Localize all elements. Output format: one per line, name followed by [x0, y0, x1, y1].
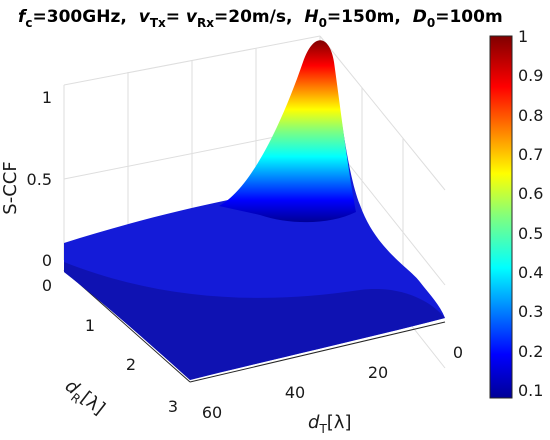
- s-ccf-surface: [64, 40, 445, 380]
- z-tick-label: 0: [42, 251, 52, 270]
- y-tick-label: 0: [42, 276, 52, 295]
- y-axis-label: dR[λ]: [59, 375, 109, 421]
- colorbar-tick-label: 0.3: [518, 302, 543, 321]
- colorbar-tick-label: 0.4: [518, 263, 543, 282]
- z-ticks: 0 0.5 1: [27, 88, 52, 270]
- z-tick-label: 0.5: [27, 170, 52, 189]
- colorbar: [489, 35, 513, 399]
- x-tick-label: 40: [285, 383, 305, 402]
- colorbar-tick-label: 0.2: [518, 342, 543, 361]
- surface-peak: [219, 40, 356, 223]
- y-tick-label: 3: [168, 397, 178, 416]
- y-tick-label: 1: [85, 316, 95, 335]
- colorbar-tick-label: 0.1: [518, 381, 543, 400]
- chart-title: fc=300GHz, vTx= vRx=20m/s, H0=150m, D0=1…: [18, 7, 503, 30]
- x-tick-label: 60: [202, 403, 222, 422]
- x-tick-label: 20: [368, 363, 388, 382]
- colorbar-tick-label: 0.5: [518, 224, 543, 243]
- colorbar-tick-label: 0.8: [518, 106, 543, 125]
- colorbar-tick-label: 0.9: [518, 66, 543, 85]
- surface-shade: [64, 262, 445, 380]
- colorbar-ticks: 1 0.9 0.8 0.7 0.6 0.5 0.4 0.3 0.2 0.1: [518, 27, 543, 400]
- x-tick-label: 0: [453, 343, 463, 362]
- colorbar-tick-label: 0.6: [518, 184, 543, 203]
- y-ticks: 0 1 2 3: [42, 276, 178, 416]
- colorbar-tick-label: 0.7: [518, 145, 543, 164]
- x-axis-label: dT[λ]: [308, 412, 351, 436]
- y-tick-label: 2: [126, 355, 136, 374]
- z-tick-label: 1: [42, 88, 52, 107]
- z-axis-label: S-CCF: [0, 161, 21, 214]
- colorbar-tick-label: 1: [518, 27, 528, 46]
- grid-line: [319, 35, 446, 191]
- x-ticks: 0 20 40 60: [202, 343, 463, 422]
